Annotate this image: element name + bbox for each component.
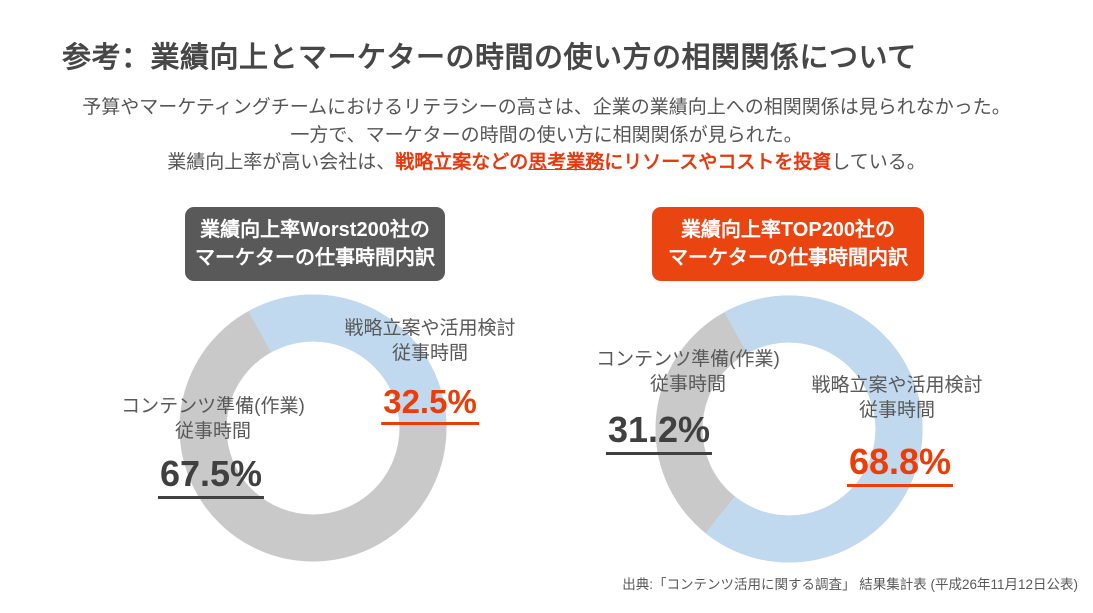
subtitle-line-3-highlight: 戦略立案などの bbox=[395, 152, 529, 173]
badge-worst200-line1: 業績向上率Worst200社の bbox=[200, 219, 430, 241]
subtitle-line-2: 一方で、マーケターの時間の使い方に相関関係が見られた。 bbox=[290, 124, 803, 146]
badge-worst200: 業績向上率Worst200社の マーケターの仕事時間内訳 bbox=[185, 207, 445, 281]
value-worst-strategy-pct: 32.5% bbox=[381, 383, 479, 425]
page-title: 参考：業績向上とマーケターの時間の使い方の相関関係について bbox=[62, 42, 917, 74]
subtitle-line-3-suffix: している。 bbox=[831, 152, 926, 173]
label-top-content: コンテンツ準備(作業) 従事時間 bbox=[596, 349, 780, 395]
subtitle-line-3-prefix: 業績向上率が高い会社は、 bbox=[167, 152, 396, 173]
value-worst-content-pct: 67.5% bbox=[157, 453, 265, 499]
label-worst-strategy: 戦略立案や活用検討 従事時間 bbox=[344, 318, 516, 364]
donut-chart-worst200 bbox=[179, 294, 447, 562]
subtitle-line-1: 予算やマーケティングチームにおけるリテラシーの高さは、企業の業績向上への相関関係… bbox=[82, 97, 1011, 118]
badge-worst200-line2: マーケターの仕事時間内訳 bbox=[195, 247, 435, 269]
subtitle-line-3-highlight-underlined: 思考業務 bbox=[528, 152, 605, 173]
subtitle-block: 予算やマーケティングチームにおけるリテラシーの高さは、企業の業績向上への相関関係… bbox=[0, 94, 1093, 177]
badge-top200-line1: 業績向上率TOP200社の bbox=[680, 219, 896, 241]
donut-chart-top200 bbox=[655, 295, 923, 563]
badge-top200: 業績向上率TOP200社の マーケターの仕事時間内訳 bbox=[652, 207, 924, 281]
subtitle-line-3: 業績向上率が高い会社は、戦略立案などの思考業務にリソースやコストを投資している。 bbox=[0, 149, 1093, 177]
subtitle-line-3-highlight-2: にリソースやコストを投資 bbox=[604, 152, 832, 173]
value-top-content-pct: 31.2% bbox=[605, 409, 713, 455]
badge-top200-line2: マーケターの仕事時間内訳 bbox=[668, 247, 908, 269]
label-worst-content: コンテンツ準備(作業) 従事時間 bbox=[121, 396, 305, 442]
label-top-strategy: 戦略立案や活用検討 従事時間 bbox=[811, 375, 983, 421]
donut-segment-strategy bbox=[655, 295, 923, 563]
value-top-strategy-pct: 68.8% bbox=[846, 441, 954, 487]
source-note: 出典:「コンテンツ活用に関する調査」 結果集計表 (平成26年11月12日公表) bbox=[622, 577, 1078, 592]
